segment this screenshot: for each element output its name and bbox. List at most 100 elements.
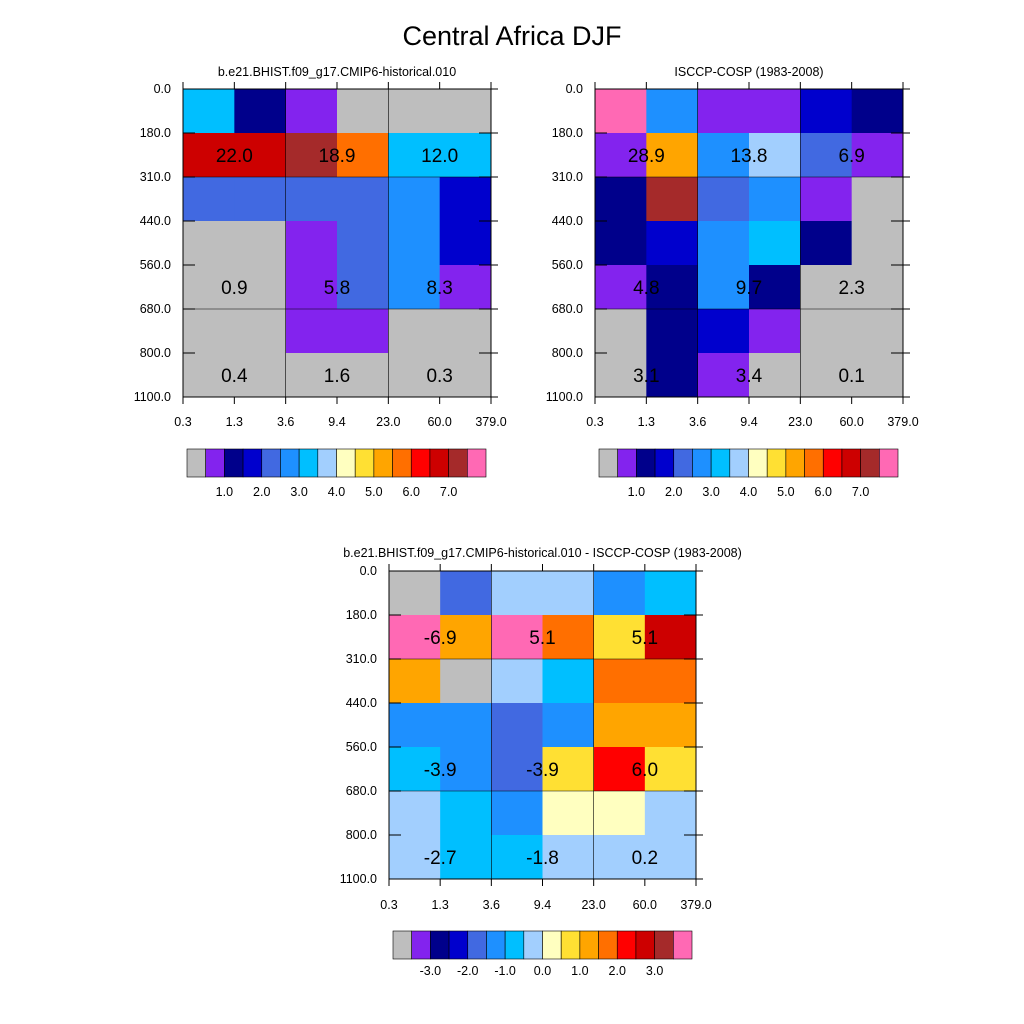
heatmap-cell bbox=[389, 835, 441, 880]
heatmap-cell bbox=[440, 703, 492, 748]
colorbar-label: 6.0 bbox=[815, 485, 832, 499]
colorbar-swatch bbox=[429, 448, 449, 478]
colorbar-label: 0.0 bbox=[534, 964, 551, 978]
colorbar-swatch bbox=[242, 448, 263, 478]
cell-value-label: 1.6 bbox=[324, 366, 350, 387]
heatmap-cell bbox=[491, 747, 543, 792]
cell-value-label: 9.7 bbox=[736, 278, 762, 299]
colorbar-swatch bbox=[616, 930, 637, 960]
heatmap-cell bbox=[646, 221, 699, 266]
heatmap-cell bbox=[285, 133, 338, 178]
heatmap-cell bbox=[595, 265, 647, 310]
heatmap-cell bbox=[595, 177, 647, 222]
cell-value-label: 28.9 bbox=[628, 146, 665, 167]
heatmap-cell bbox=[749, 309, 801, 354]
heatmap-cell bbox=[644, 615, 697, 660]
colorbar-label: -2.0 bbox=[457, 964, 479, 978]
colorbar-swatch bbox=[448, 930, 469, 960]
heatmap-panel-1: b.e21.BHIST.f09_g17.CMIP6-historical.010… bbox=[134, 65, 507, 499]
cell-value-label: 8.3 bbox=[426, 278, 452, 299]
colorbar-label: -3.0 bbox=[420, 964, 442, 978]
colorbar-swatch bbox=[841, 448, 861, 478]
cell-value-label: 0.1 bbox=[838, 366, 864, 387]
cell-value-label: 3.4 bbox=[736, 366, 763, 387]
heatmap-cell bbox=[491, 703, 543, 748]
heatmap-cell bbox=[749, 265, 801, 310]
heatmap-cell bbox=[337, 133, 389, 178]
cell-value-label: 0.9 bbox=[221, 278, 247, 299]
heatmap-panel-3: b.e21.BHIST.f09_g17.CMIP6-historical.010… bbox=[340, 546, 742, 978]
heatmap-cell bbox=[644, 747, 697, 792]
y-tick-label: 560.0 bbox=[140, 258, 171, 272]
y-tick-label: 1100.0 bbox=[134, 390, 171, 404]
heatmap-cell bbox=[440, 791, 492, 836]
heatmap-cell bbox=[183, 133, 235, 178]
colorbar-swatch bbox=[430, 930, 450, 960]
heatmap-cell bbox=[285, 89, 338, 134]
heatmap-cell bbox=[440, 835, 492, 880]
heatmap-cell bbox=[234, 353, 287, 398]
colorbar-swatch bbox=[205, 448, 225, 478]
colorbar-swatch bbox=[560, 930, 581, 960]
heatmap-cell bbox=[646, 177, 699, 222]
x-tick-label: 60.0 bbox=[839, 415, 863, 429]
colorbar-label: 1.0 bbox=[628, 485, 645, 499]
colorbar-swatch bbox=[317, 448, 337, 478]
heatmap-cell bbox=[542, 659, 595, 704]
colorbar-swatch bbox=[411, 930, 431, 960]
cell-value-label: 18.9 bbox=[319, 146, 356, 167]
heatmap-cell bbox=[542, 703, 595, 748]
x-tick-label: 379.0 bbox=[475, 415, 506, 429]
cell-value-label: 0.4 bbox=[221, 366, 248, 387]
heatmap-cell bbox=[234, 265, 287, 310]
heatmap-cell bbox=[439, 265, 492, 310]
heatmap-cell bbox=[183, 309, 235, 354]
colorbar-label: 3.0 bbox=[290, 485, 307, 499]
heatmap-cell bbox=[593, 659, 646, 704]
x-tick-label: 3.6 bbox=[689, 415, 706, 429]
colorbar-swatch bbox=[860, 448, 880, 478]
y-tick-label: 180.0 bbox=[346, 608, 377, 622]
heatmap-cell bbox=[851, 177, 904, 222]
y-tick-label: 0.0 bbox=[360, 564, 377, 578]
y-tick-label: 1100.0 bbox=[340, 872, 377, 886]
heatmap-cell bbox=[183, 177, 235, 222]
colorbar-swatch bbox=[186, 448, 206, 478]
heatmap-cell bbox=[644, 835, 697, 880]
heatmap-cell bbox=[440, 571, 492, 616]
y-tick-label: 310.0 bbox=[552, 170, 583, 184]
heatmap-cell bbox=[542, 747, 595, 792]
cell-value-label: 13.8 bbox=[731, 146, 768, 167]
colorbar-swatch bbox=[392, 930, 412, 960]
cell-value-label: 22.0 bbox=[216, 146, 253, 167]
x-tick-label: 23.0 bbox=[788, 415, 812, 429]
heatmap-cell bbox=[593, 791, 646, 836]
heatmap-cell bbox=[183, 89, 235, 134]
x-tick-label: 23.0 bbox=[581, 898, 605, 912]
colorbar-label: 3.0 bbox=[702, 485, 719, 499]
y-tick-label: 440.0 bbox=[552, 214, 583, 228]
colorbar-swatch bbox=[410, 448, 431, 478]
y-tick-label: 310.0 bbox=[140, 170, 171, 184]
heatmap-cell bbox=[389, 659, 441, 704]
colorbar-swatch bbox=[448, 448, 468, 478]
heatmap-cell bbox=[593, 747, 646, 792]
colorbar-swatch bbox=[879, 448, 899, 478]
colorbar-swatch bbox=[673, 448, 693, 478]
cell-value-label: 6.9 bbox=[838, 146, 864, 167]
colorbar-swatch bbox=[635, 930, 655, 960]
y-tick-label: 680.0 bbox=[346, 784, 377, 798]
heatmap-panel-2: ISCCP-COSP (1983-2008) 0.0 180.0 310.0 440.0… bbox=[546, 65, 919, 499]
heatmap-cell bbox=[646, 353, 699, 398]
y-tick-label: 0.0 bbox=[154, 82, 171, 96]
y-tick-label: 1100.0 bbox=[546, 390, 583, 404]
colorbar-swatch bbox=[766, 448, 787, 478]
cell-value-label: 6.0 bbox=[632, 760, 658, 781]
colorbar-swatch bbox=[542, 930, 562, 960]
heatmap-cell bbox=[800, 265, 853, 310]
heatmap-cell bbox=[749, 133, 801, 178]
colorbar-swatch bbox=[579, 930, 599, 960]
heatmap-cell bbox=[388, 89, 441, 134]
colorbar-swatch bbox=[467, 930, 487, 960]
cell-value-label: 3.1 bbox=[633, 366, 659, 387]
